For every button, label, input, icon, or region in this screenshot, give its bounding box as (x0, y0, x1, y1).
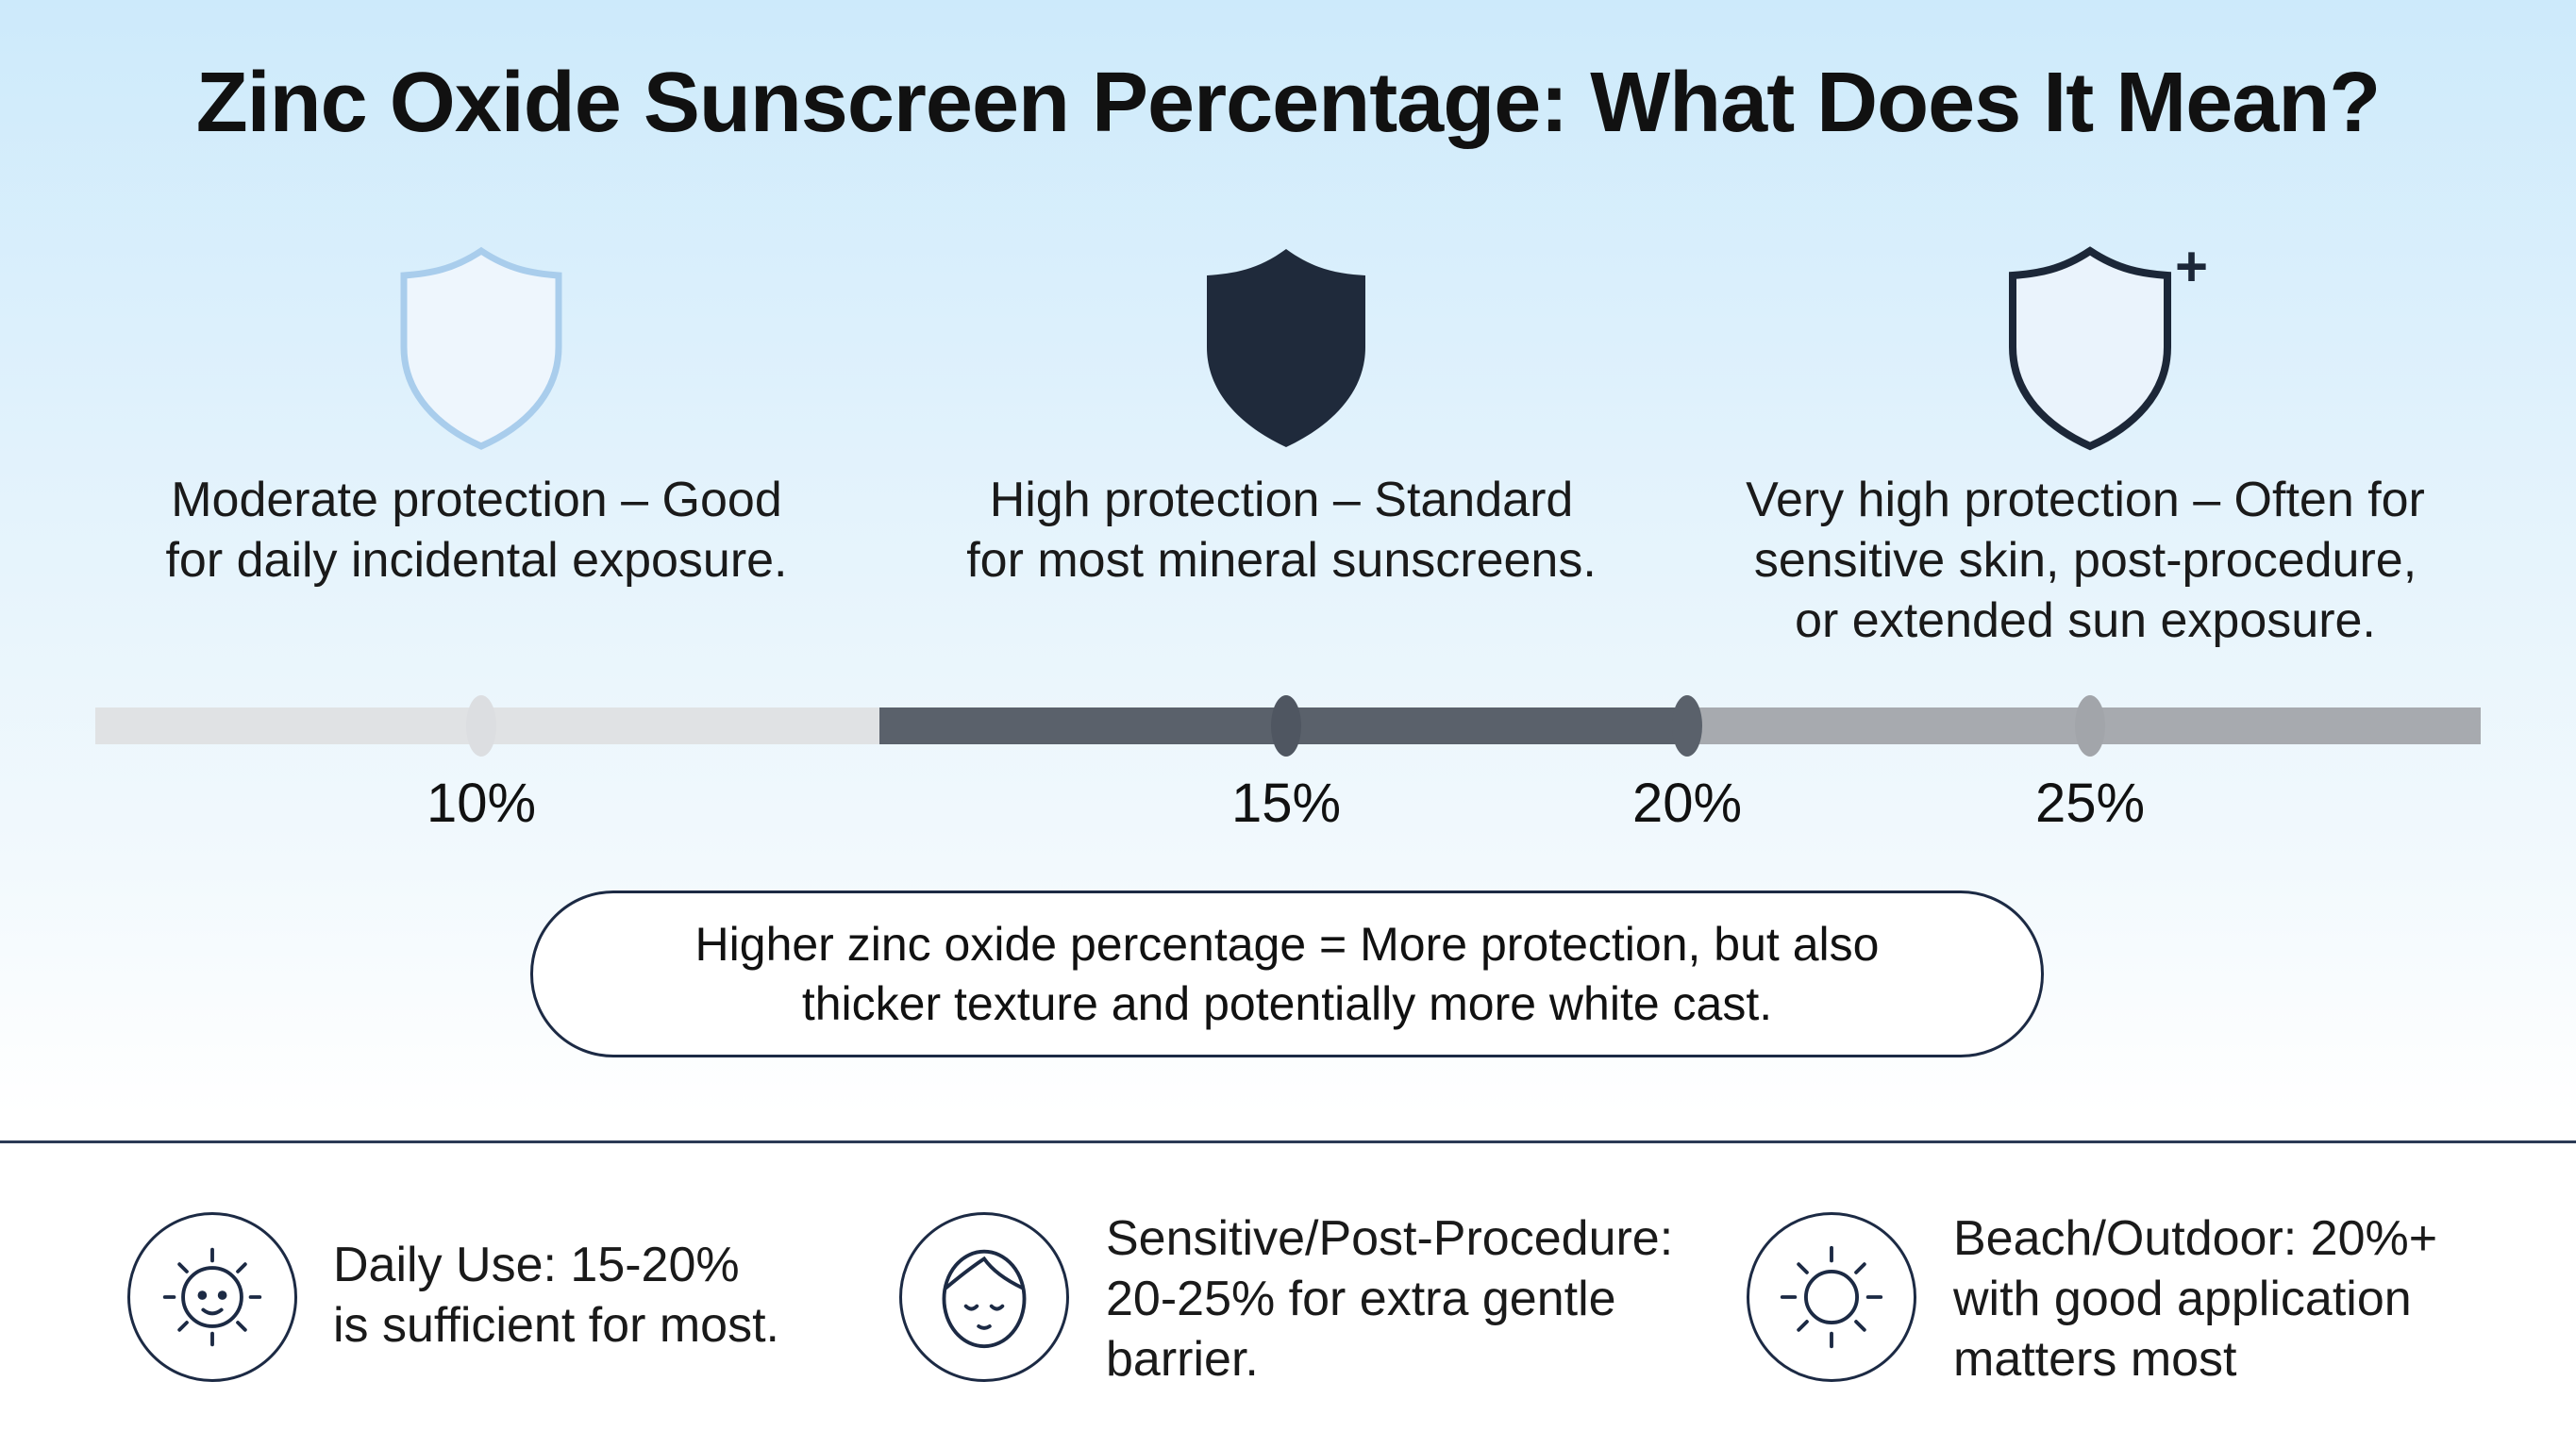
shield-filled-dark-icon (1207, 249, 1365, 447)
tip-line: barrier. (1106, 1332, 1259, 1387)
desc-line: sensitive skin, post-procedure, (1753, 533, 2417, 588)
tip-line: is sufficient for most. (333, 1298, 779, 1353)
scale-marker-20 (1672, 695, 1702, 757)
desc-line: Very high protection – Often for (1746, 473, 2425, 527)
scale-marker-25 (2075, 695, 2105, 757)
tip-line: matters most (1953, 1332, 2237, 1387)
tip-beach-outdoor: Beach/Outdoor: 20%+ with good applicatio… (1953, 1208, 2437, 1390)
shield-outline-light-icon (400, 246, 562, 450)
tip-line: Sensitive/Post-Procedure: (1106, 1211, 1674, 1266)
sun-face-icon (127, 1212, 297, 1382)
level-description-moderate: Moderate protection – Good for daily inc… (99, 470, 854, 591)
tip-line: with good application (1953, 1272, 2412, 1326)
desc-line: or extended sun exposure. (1795, 593, 2376, 648)
callout-box: Higher zinc oxide percentage = More prot… (530, 890, 2044, 1057)
desc-line: High protection – Standard (989, 473, 1574, 527)
tip-line: Daily Use: 15-20% (333, 1238, 740, 1292)
scale-marker-10 (466, 695, 496, 757)
sun-icon (1747, 1212, 1916, 1382)
scale-marker-15 (1271, 695, 1301, 757)
callout-line: thicker texture and potentially more whi… (801, 976, 1773, 1030)
face-icon (899, 1212, 1069, 1382)
level-description-high: High protection – Standard for most mine… (904, 470, 1659, 591)
divider (0, 1140, 2576, 1143)
desc-line: for most mineral sunscreens. (966, 533, 1597, 588)
level-description-very-high: Very high protection – Often for sensiti… (1708, 470, 2463, 651)
tick-label: 10% (426, 773, 537, 834)
plus-icon: + (2175, 235, 2209, 298)
desc-line: for daily incidental exposure. (165, 533, 788, 588)
tip-line: 20-25% for extra gentle (1106, 1272, 1616, 1326)
shield-plus-icon (2009, 246, 2171, 451)
tick-label: 20% (1631, 773, 1743, 834)
tip-daily-use: Daily Use: 15-20% is sufficient for most… (333, 1235, 779, 1356)
callout-line: Higher zinc oxide percentage = More prot… (694, 917, 1880, 971)
page-title: Zinc Oxide Sunscreen Percentage: What Do… (195, 56, 2382, 150)
tip-line: Beach/Outdoor: 20%+ (1953, 1211, 2438, 1266)
tick-label: 25% (2034, 773, 2146, 834)
tip-sensitive: Sensitive/Post-Procedure: 20-25% for ext… (1106, 1208, 1673, 1390)
desc-line: Moderate protection – Good (171, 473, 782, 527)
tick-label: 15% (1230, 773, 1342, 834)
